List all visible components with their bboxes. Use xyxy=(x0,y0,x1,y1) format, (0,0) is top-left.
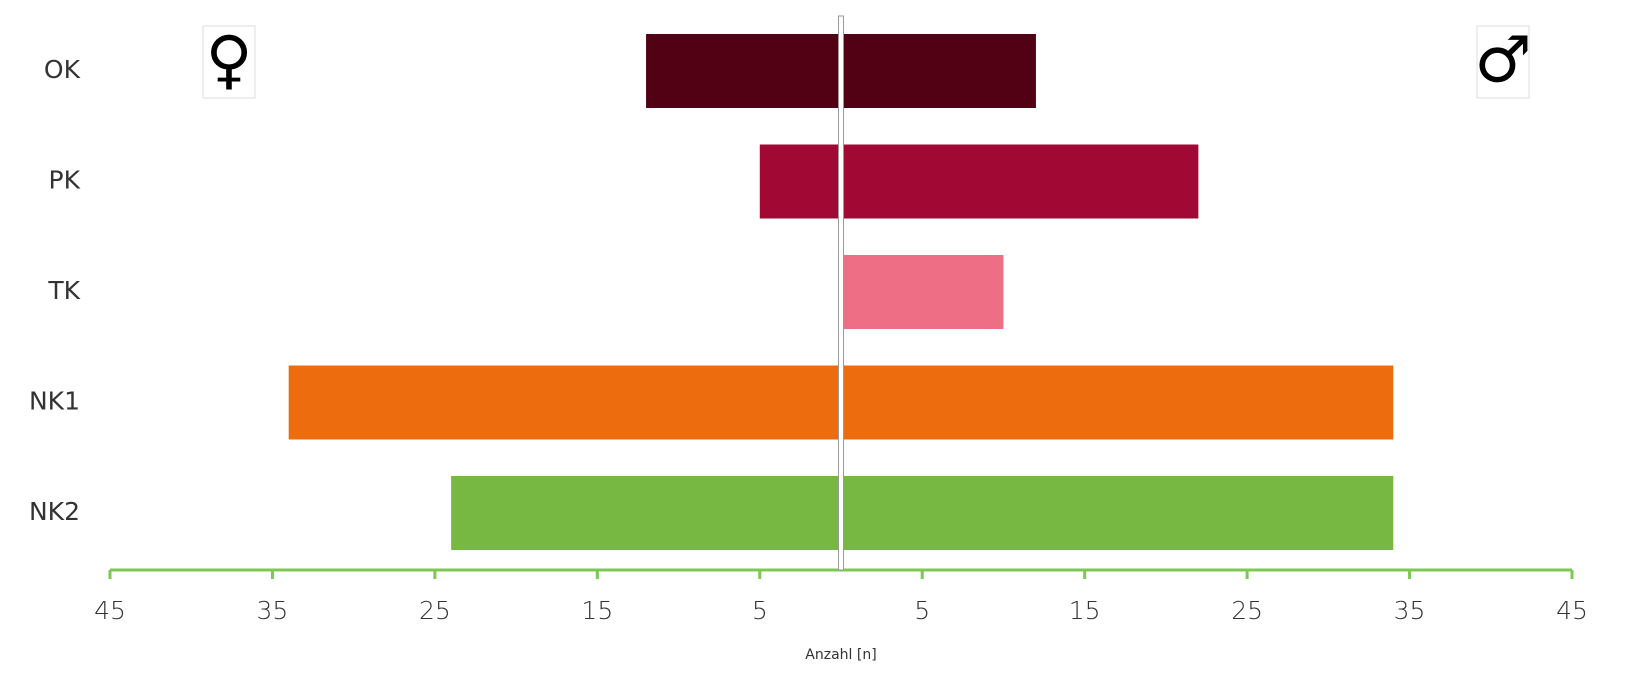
x-tick-label: 45 xyxy=(1556,596,1588,625)
category-label: PK xyxy=(49,166,81,195)
x-tick-label: 25 xyxy=(1231,596,1263,625)
x-tick-label: 15 xyxy=(581,596,613,625)
bar xyxy=(451,476,841,550)
category-label: TK xyxy=(47,276,80,305)
x-tick-label: 15 xyxy=(1069,596,1101,625)
category-label: OK xyxy=(44,55,81,84)
x-tick-label: 45 xyxy=(94,596,126,625)
legend-box xyxy=(1476,25,1530,99)
x-tick-label: 5 xyxy=(914,596,930,625)
x-tick-label: 25 xyxy=(419,596,451,625)
legend-icon: ♂ xyxy=(1474,24,1531,98)
bar xyxy=(841,34,1036,108)
x-axis-label: Anzahl [n] xyxy=(805,647,876,663)
x-tick-label: 35 xyxy=(1394,596,1426,625)
legend-icon: ♀ xyxy=(206,24,253,98)
x-tick-label: 5 xyxy=(752,596,768,625)
center-line xyxy=(838,15,844,571)
bar xyxy=(841,365,1394,440)
bar xyxy=(841,144,1199,219)
x-tick-label: 35 xyxy=(257,596,289,625)
bar xyxy=(646,34,841,108)
bar xyxy=(841,476,1394,550)
legend-box xyxy=(202,25,256,99)
bar xyxy=(759,144,841,219)
category-label: NK1 xyxy=(29,387,80,416)
bar xyxy=(841,255,1004,329)
category-label: NK2 xyxy=(29,497,80,526)
bar xyxy=(288,365,841,440)
